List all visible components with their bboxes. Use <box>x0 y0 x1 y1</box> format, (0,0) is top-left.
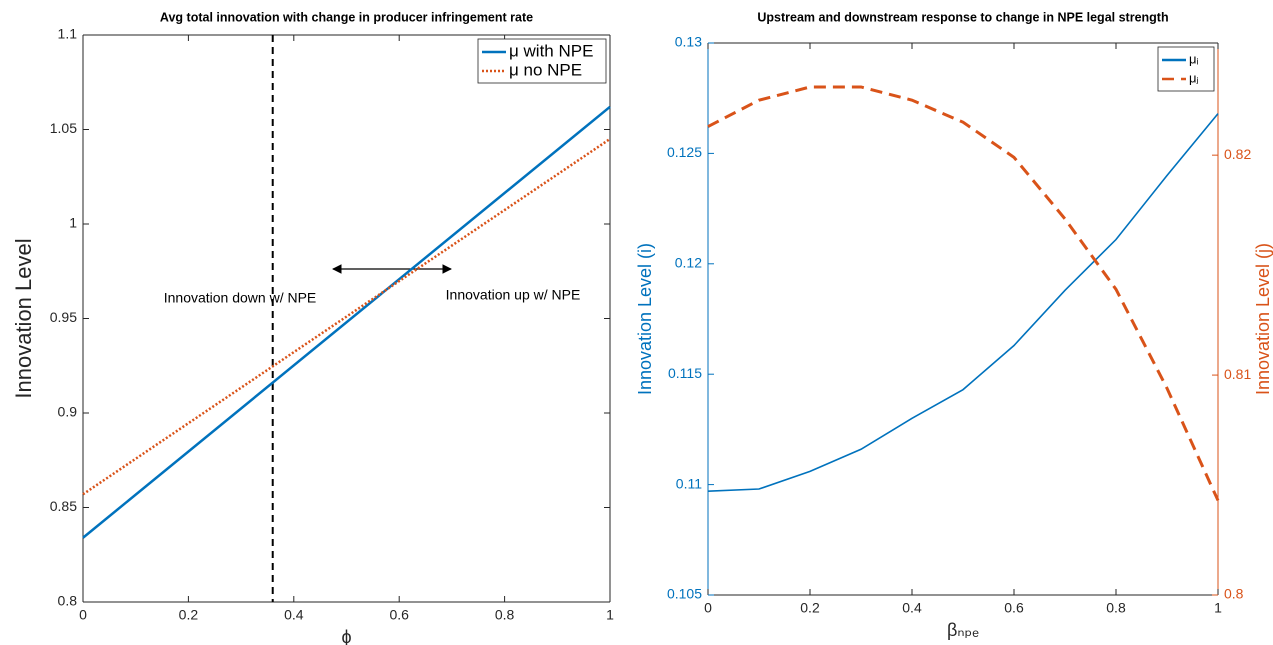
x-tick-label: 0.4 <box>902 600 922 616</box>
x-tick-label: 0.2 <box>179 607 199 623</box>
x-tick-label: 0.8 <box>1106 600 1126 616</box>
legend-box <box>1157 46 1215 92</box>
y2-axis-label: Innovation Level (j) <box>1253 243 1273 395</box>
series-line <box>707 85 1220 502</box>
y-tick-label: 0.105 <box>667 586 702 602</box>
y-tick-label: 1.1 <box>58 26 78 42</box>
series-line <box>82 105 611 539</box>
y-axis-label: Innovation Level <box>11 238 36 398</box>
x-tick-label: 1 <box>606 607 614 623</box>
y-tick-label: 0.9 <box>58 404 78 420</box>
y2-tick-label: 0.82 <box>1224 146 1251 162</box>
annotation: Innovation down w/ NPE <box>164 290 317 306</box>
y-tick-label: 1.05 <box>50 120 77 136</box>
x-axis-label: ϕ <box>341 627 351 645</box>
series-line <box>707 113 1219 493</box>
y-tick-label: 1 <box>69 215 77 231</box>
y-tick-label: 0.115 <box>668 365 702 381</box>
legend-label: μ no NPE <box>509 60 582 79</box>
x-tick-label: 0.6 <box>389 607 409 623</box>
x-tick-label: 0.6 <box>1004 600 1024 616</box>
annotation: Innovation up w/ NPE <box>446 287 581 303</box>
y-tick-label: 0.13 <box>675 34 702 50</box>
chart-title: Upstream and downstream response to chan… <box>757 10 1168 24</box>
y-tick-label: 0.11 <box>676 475 702 491</box>
y-tick-label: 0.85 <box>50 498 77 514</box>
x-tick-label: 0 <box>79 607 87 623</box>
x-axis-label: βₙₚₑ <box>947 620 979 640</box>
x-tick-label: 0 <box>704 600 712 616</box>
y2-tick-label: 0.81 <box>1224 366 1251 382</box>
x-tick-label: 0.8 <box>495 607 515 623</box>
legend-label: μ with NPE <box>509 41 593 60</box>
x-tick-label: 1 <box>1214 600 1222 616</box>
legend-label: μⱼ <box>1189 70 1199 85</box>
x-tick-label: 0.2 <box>800 600 820 616</box>
chart-title: Avg total innovation with change in prod… <box>160 10 533 24</box>
y-tick-label: 0.95 <box>50 309 77 325</box>
y-tick-label: 0.12 <box>675 255 702 271</box>
y-tick-label: 0.8 <box>58 593 78 609</box>
legend-box <box>477 38 607 84</box>
y2-tick-label: 0.8 <box>1224 586 1244 602</box>
x-tick-label: 0.4 <box>284 607 304 623</box>
y-axis-label: Innovation Level (i) <box>635 243 655 395</box>
legend-label: μᵢ <box>1189 51 1199 66</box>
series-line <box>82 137 611 496</box>
y-tick-label: 0.125 <box>667 144 702 160</box>
